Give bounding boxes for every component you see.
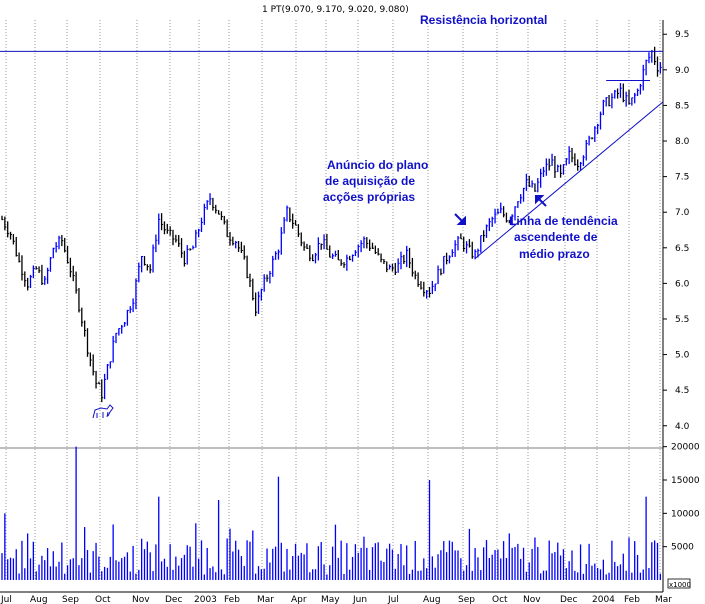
price-tick-label: 5.5 xyxy=(675,315,689,325)
x-tick-label: Sep xyxy=(62,595,79,604)
x-tick-label: Mar xyxy=(257,595,274,604)
price-tick-label: 7.0 xyxy=(675,208,690,218)
x-tick-label: Mar xyxy=(655,595,672,604)
price-bars xyxy=(1,46,662,403)
trend-annotation-line-2: ascendente de xyxy=(514,230,598,244)
chart-header: 1 PT(9.070, 9.170, 9.020, 9.080) xyxy=(262,5,409,15)
x-tick-label: Dec xyxy=(560,595,577,604)
x-tick-label: Aug xyxy=(423,595,441,604)
x-tick-label: 2004 xyxy=(592,595,615,604)
trend-line xyxy=(474,101,664,259)
price-tick-label: 9.0 xyxy=(675,66,690,76)
x-tick-label: Oct xyxy=(95,595,111,604)
trend-annotation-line-1: Linha de tendência xyxy=(509,214,618,228)
grid xyxy=(0,20,664,593)
price-tick-label: 9.5 xyxy=(675,30,689,40)
x-tick-label: Feb xyxy=(224,595,240,604)
overlays xyxy=(0,50,664,259)
price-tick-label: 6.0 xyxy=(675,279,690,289)
x-tick-label: Aug xyxy=(30,595,48,604)
x-tick-label: Jun xyxy=(352,595,367,604)
volume-tick-labels: 20000 15000 10000 5000 xyxy=(663,443,700,553)
x-tick-label: Apr xyxy=(291,595,307,604)
volume-tick-label: 15000 xyxy=(671,476,700,486)
trend-annotation-line-3: médio prazo xyxy=(519,247,590,261)
volume-tick-label: 5000 xyxy=(671,543,694,553)
x-tick-label: Nov xyxy=(523,595,541,604)
x-tick-label: 2003 xyxy=(194,595,217,604)
price-tick-label: 4.0 xyxy=(675,422,690,432)
bull-logo-icon xyxy=(92,404,114,419)
price-tick-label: 4.5 xyxy=(675,386,689,396)
arrow-trend-icon xyxy=(535,195,547,207)
price-tick-label: 7.5 xyxy=(675,173,689,183)
volume-unit-label: x1000 xyxy=(669,581,691,589)
plan-annotation-line-2: de aquisição de xyxy=(325,174,415,188)
x-tick-label: Jul xyxy=(387,595,399,604)
x-tick-label: May xyxy=(321,595,340,604)
x-tick-label: Feb xyxy=(624,595,640,604)
resistance-label: Resistência horizontal xyxy=(420,13,547,27)
price-tick-label: 5.0 xyxy=(675,351,690,361)
price-tick-labels: 9.5 9.0 8.5 8.0 7.5 7.0 6.5 6.0 5.5 5.0 4.5 4.0 xyxy=(663,30,690,432)
plan-annotation-line-3: acções próprias xyxy=(323,190,415,204)
x-tick-label: Jul xyxy=(0,595,12,604)
x-tick-label: Oct xyxy=(492,595,508,604)
x-tick-label: Nov xyxy=(132,595,150,604)
x-tick-labels: Jul Aug Sep Oct Nov Dec 2003 Feb Mar Apr May Jun Jul… xyxy=(0,595,672,604)
price-tick-label: 8.0 xyxy=(675,137,690,147)
volume-tick-label: 20000 xyxy=(671,443,700,453)
arrow-plan-icon xyxy=(454,213,466,225)
price-tick-label: 6.5 xyxy=(675,244,689,254)
price-tick-label: 8.5 xyxy=(675,101,689,111)
volume-bars xyxy=(1,446,661,580)
x-tick-label: Dec xyxy=(165,595,182,604)
volume-tick-label: 10000 xyxy=(671,509,700,519)
x-tick-label: Sep xyxy=(458,595,475,604)
plan-annotation-line-1: Anúncio do plano xyxy=(327,158,428,172)
volume-unit-box xyxy=(667,578,691,589)
